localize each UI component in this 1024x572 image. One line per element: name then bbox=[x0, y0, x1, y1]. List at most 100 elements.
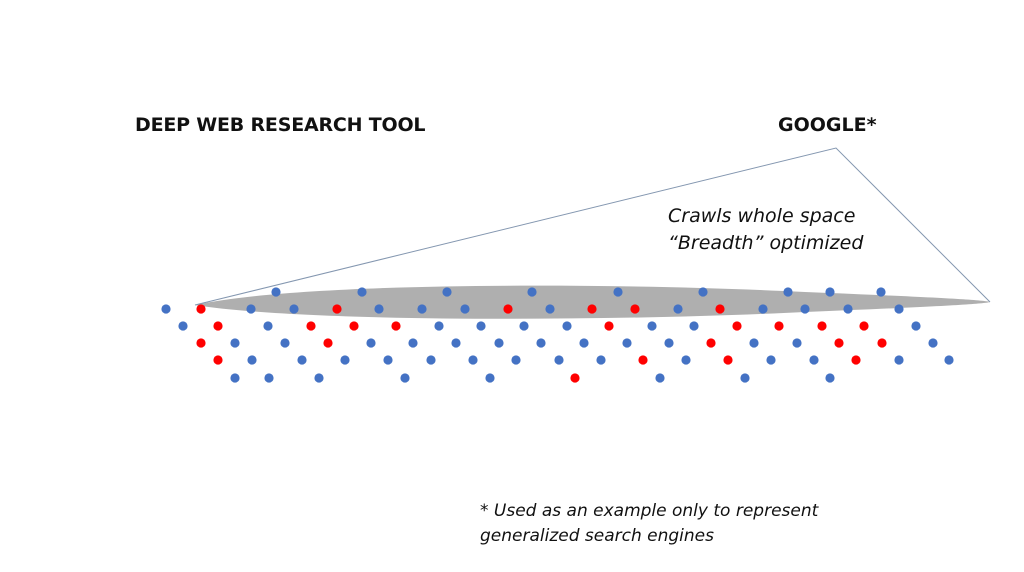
blue-dot bbox=[527, 287, 536, 296]
red-dot bbox=[630, 304, 639, 313]
blue-dot bbox=[536, 338, 545, 347]
red-dot bbox=[859, 321, 868, 330]
blue-dot bbox=[825, 287, 834, 296]
blue-dot bbox=[613, 287, 622, 296]
blue-dot bbox=[230, 338, 239, 347]
blue-dot bbox=[178, 321, 187, 330]
red-dot bbox=[774, 321, 783, 330]
blue-dot bbox=[596, 355, 605, 364]
red-dot bbox=[715, 304, 724, 313]
blue-dot bbox=[792, 338, 801, 347]
blue-dot bbox=[494, 338, 503, 347]
blue-dot bbox=[911, 321, 920, 330]
blue-dot bbox=[383, 355, 392, 364]
blue-dot bbox=[579, 338, 588, 347]
blue-dot bbox=[426, 355, 435, 364]
red-dot bbox=[817, 321, 826, 330]
blue-dot bbox=[766, 355, 775, 364]
blue-dot bbox=[468, 355, 477, 364]
red-dot bbox=[323, 338, 332, 347]
blue-dot bbox=[451, 338, 460, 347]
blue-dot bbox=[442, 287, 451, 296]
blue-dot bbox=[647, 321, 656, 330]
footnote-line-2: generalized search engines bbox=[480, 524, 818, 549]
slide: DEEP WEB RESEARCH TOOL GOOGLE* Crawls wh… bbox=[0, 0, 1024, 572]
red-dot bbox=[587, 304, 596, 313]
blue-dot bbox=[161, 304, 170, 313]
blue-dot bbox=[740, 373, 749, 382]
blue-dot bbox=[749, 338, 758, 347]
red-dot bbox=[604, 321, 613, 330]
blue-dot bbox=[417, 304, 426, 313]
red-dot bbox=[213, 355, 222, 364]
blue-dot bbox=[400, 373, 409, 382]
blue-dot bbox=[894, 304, 903, 313]
blue-dot bbox=[825, 373, 834, 382]
blue-dot bbox=[434, 321, 443, 330]
red-dot bbox=[306, 321, 315, 330]
red-dot bbox=[638, 355, 647, 364]
red-dot bbox=[503, 304, 512, 313]
red-dot bbox=[391, 321, 400, 330]
deep-web-tool-title: DEEP WEB RESEARCH TOOL bbox=[135, 114, 425, 136]
blue-dot bbox=[689, 321, 698, 330]
blue-dot bbox=[758, 304, 767, 313]
google-crawl-coverage-ellipse bbox=[195, 286, 990, 319]
blue-dot bbox=[894, 355, 903, 364]
blue-dot bbox=[800, 304, 809, 313]
google-title: GOOGLE* bbox=[778, 114, 877, 136]
blue-dot bbox=[460, 304, 469, 313]
blue-dot bbox=[545, 304, 554, 313]
blue-dot bbox=[280, 338, 289, 347]
footnote-line-1: * Used as an example only to represent bbox=[480, 499, 818, 524]
blue-dot bbox=[876, 287, 885, 296]
blue-dot bbox=[673, 304, 682, 313]
red-dot bbox=[349, 321, 358, 330]
blue-dot bbox=[664, 338, 673, 347]
blue-dot bbox=[476, 321, 485, 330]
red-dot bbox=[196, 304, 205, 313]
red-dot bbox=[834, 338, 843, 347]
blue-dot bbox=[485, 373, 494, 382]
red-dot bbox=[213, 321, 222, 330]
blue-dot bbox=[297, 355, 306, 364]
blue-dot bbox=[843, 304, 852, 313]
blue-dot bbox=[511, 355, 520, 364]
red-dot bbox=[877, 338, 886, 347]
red-dot bbox=[332, 304, 341, 313]
red-dot bbox=[732, 321, 741, 330]
red-dot bbox=[851, 355, 860, 364]
red-dot bbox=[570, 373, 579, 382]
blue-dot bbox=[247, 355, 256, 364]
blue-dot bbox=[264, 373, 273, 382]
blue-dot bbox=[681, 355, 690, 364]
annotation-line-1: Crawls whole space bbox=[668, 203, 863, 230]
blue-dot bbox=[783, 287, 792, 296]
red-dot bbox=[196, 338, 205, 347]
blue-dot bbox=[289, 304, 298, 313]
blue-dot bbox=[944, 355, 953, 364]
footnote: * Used as an example only to represent g… bbox=[480, 499, 818, 549]
search-coverage-diagram bbox=[0, 0, 1024, 572]
blue-dot bbox=[246, 304, 255, 313]
blue-dot bbox=[519, 321, 528, 330]
red-dot bbox=[706, 338, 715, 347]
blue-dot bbox=[809, 355, 818, 364]
blue-dot bbox=[357, 287, 366, 296]
blue-dot bbox=[271, 287, 280, 296]
blue-dot bbox=[562, 321, 571, 330]
google-annotation: Crawls whole space “Breadth” optimized bbox=[668, 203, 863, 257]
blue-dot bbox=[554, 355, 563, 364]
blue-dot bbox=[698, 287, 707, 296]
blue-dot bbox=[340, 355, 349, 364]
blue-dot bbox=[374, 304, 383, 313]
blue-dot bbox=[928, 338, 937, 347]
blue-dot bbox=[314, 373, 323, 382]
blue-dot bbox=[366, 338, 375, 347]
blue-dot bbox=[408, 338, 417, 347]
red-dot bbox=[723, 355, 732, 364]
blue-dot bbox=[622, 338, 631, 347]
annotation-line-2: “Breadth” optimized bbox=[668, 230, 863, 257]
blue-dot bbox=[230, 373, 239, 382]
dot-field bbox=[178, 321, 953, 382]
